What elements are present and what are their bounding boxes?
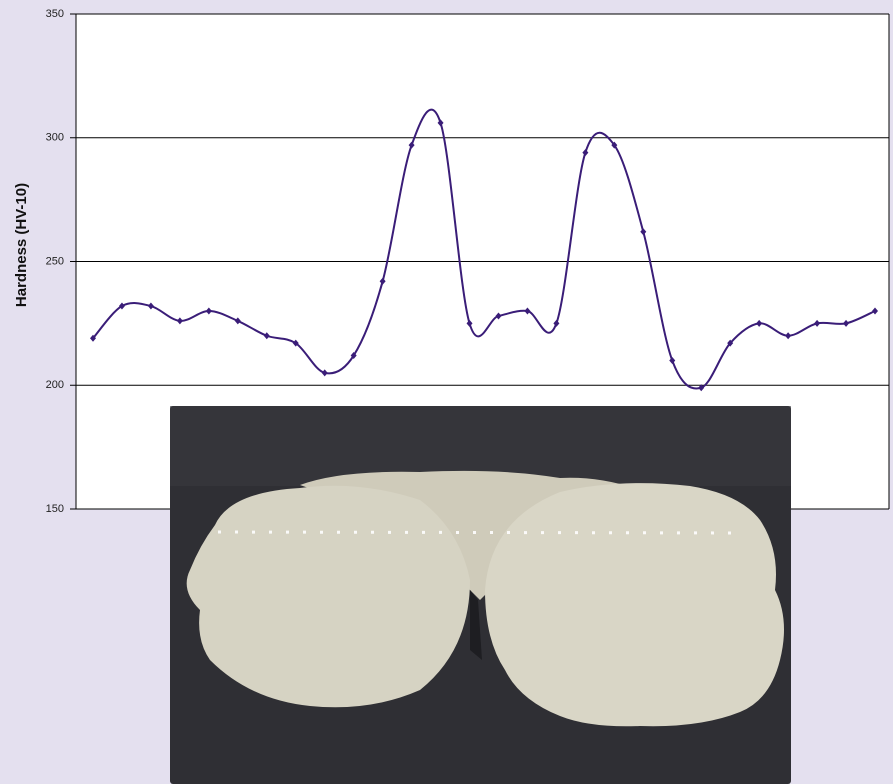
point-marker <box>408 141 415 149</box>
y-tick-label: 200 <box>46 379 64 391</box>
point-marker <box>437 119 444 127</box>
point-marker <box>495 312 502 320</box>
specimen-photo <box>170 406 791 784</box>
point-marker <box>292 339 299 347</box>
y-tick-label: 250 <box>46 255 64 267</box>
point-marker <box>669 357 676 364</box>
point-marker <box>611 141 618 149</box>
point-marker <box>872 307 878 315</box>
point-marker <box>785 332 792 340</box>
point-marker <box>640 228 647 236</box>
point-marker <box>814 319 821 327</box>
point-marker <box>176 317 183 325</box>
point-marker <box>350 352 357 360</box>
point-marker <box>321 369 328 377</box>
point-marker <box>553 319 560 327</box>
point-marker <box>118 302 125 310</box>
point-marker <box>205 307 212 315</box>
point-marker <box>698 384 705 392</box>
y-tick-label: 150 <box>46 503 64 515</box>
point-marker <box>843 319 850 327</box>
y-tick-label: 350 <box>46 8 64 20</box>
point-marker <box>727 339 734 347</box>
point-marker <box>147 302 154 310</box>
point-marker <box>379 277 386 285</box>
point-marker <box>234 317 241 325</box>
point-marker <box>466 319 473 327</box>
point-marker <box>524 307 531 315</box>
point-marker <box>263 332 270 340</box>
point-marker <box>582 149 589 157</box>
point-marker <box>90 334 96 342</box>
y-axis-title: Hardness (HV-10) <box>13 183 30 307</box>
point-marker <box>756 319 763 327</box>
y-tick-label: 300 <box>46 132 64 144</box>
